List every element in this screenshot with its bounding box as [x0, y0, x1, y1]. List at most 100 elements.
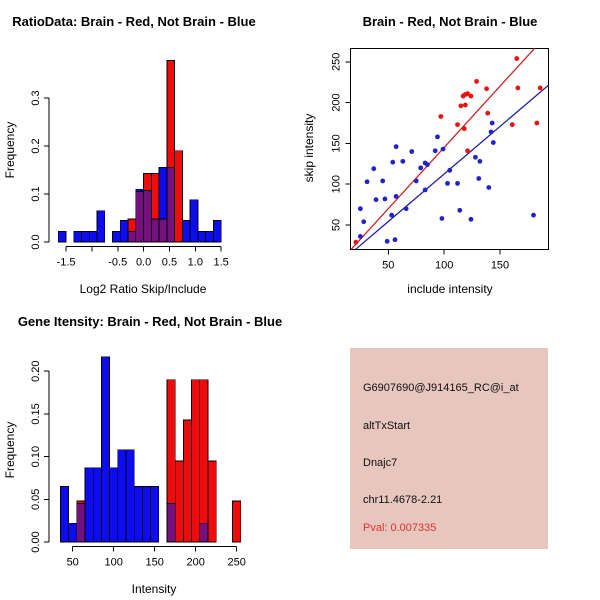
hist-bar-overlap	[143, 190, 152, 243]
y-axis-label: Frequency	[3, 122, 17, 179]
scatter-point-red	[485, 110, 491, 116]
hist-bar-red	[166, 60, 176, 169]
x-tick-label: 0.5	[162, 257, 177, 269]
ratio_histogram-chart: RatioData: Brain - Red, Not Brain - Blue…	[3, 14, 256, 296]
scatter-point-blue	[382, 196, 388, 202]
scatter-point-blue	[400, 158, 406, 164]
hist-bar-red	[150, 172, 160, 220]
y-axis-label: skip intensity	[302, 114, 316, 183]
scatter-point-red	[514, 56, 520, 61]
y-tick-label: 100	[331, 175, 343, 193]
hist-bar-blue	[81, 231, 90, 243]
hist-bar-blue	[117, 449, 127, 543]
y-tick-label: 0.10	[30, 446, 42, 467]
scatter-point-red	[474, 78, 479, 84]
y-tick-label: 0.2	[30, 138, 42, 153]
scatter-point-blue	[371, 166, 377, 172]
scatter-point-blue	[357, 234, 363, 239]
scatter-point-blue	[424, 162, 430, 168]
hist-bar-red	[166, 379, 176, 504]
scatter-point-red	[455, 122, 460, 128]
hist-bar-blue	[109, 467, 119, 543]
scatter-point-blue	[435, 134, 440, 140]
chart-title: Gene Itensity: Brain - Red, Not Brain - …	[18, 314, 282, 329]
hist-bar-blue	[150, 486, 160, 543]
scatter-point-blue	[373, 197, 379, 203]
scatter-point-red	[468, 93, 474, 99]
panel-intensity-scatter: Brain - Red, Not Brain - Blue include int…	[300, 0, 600, 300]
plot-box	[350, 47, 549, 250]
scatter-point-blue	[393, 194, 399, 199]
hist-bar-blue	[112, 231, 121, 243]
x-axis-label: Log2 Ratio Skip/Include	[80, 282, 207, 296]
scatter-point-red	[534, 120, 540, 126]
scatter-point-blue	[432, 148, 438, 154]
scatter-point-blue	[380, 178, 386, 184]
hist-bar-blue	[101, 356, 111, 543]
panel-ratio-histogram: RatioData: Brain - Red, Not Brain - Blue…	[0, 0, 300, 300]
hist-bar-red	[174, 150, 183, 243]
gene_intensity_histogram-chart: Gene Itensity: Brain - Red, Not Brain - …	[3, 314, 282, 596]
scatter-point-blue	[473, 154, 478, 160]
scatter-point-blue	[389, 212, 395, 218]
event-type-text: altTxStart	[363, 420, 411, 432]
hist-bar-overlap	[166, 167, 176, 243]
hist-bar-red	[182, 419, 192, 543]
hist-bar-blue	[141, 486, 151, 543]
hist-bar-blue	[119, 219, 129, 243]
scatter-point-blue	[490, 140, 496, 145]
y-tick-label: 0.20	[30, 360, 42, 381]
x-tick-label: 50	[67, 557, 79, 569]
hist-bar-blue	[92, 467, 102, 543]
y-tick-label: 150	[331, 134, 343, 152]
scatter-point-blue	[445, 180, 450, 186]
hist-bar-blue	[205, 231, 214, 243]
y-tick-label: 50	[331, 219, 343, 231]
hist-bar-overlap	[199, 522, 209, 543]
hist-bar-red	[76, 500, 86, 504]
x-axis-label: include intensity	[407, 282, 492, 296]
hist-bar-red	[174, 460, 184, 543]
scatter-point-blue	[468, 216, 474, 222]
chart-title: Brain - Red, Not Brain - Blue	[363, 14, 538, 29]
hist-bar-red	[232, 500, 242, 543]
hist-bar-blue	[135, 188, 145, 192]
hist-bar-overlap	[135, 191, 145, 243]
hist-bar-red	[127, 218, 137, 232]
hist-bar-red	[191, 379, 201, 543]
x-axis-label: Intensity	[132, 582, 177, 596]
histogram-bars	[60, 356, 242, 543]
hist-bar-overlap	[76, 503, 86, 543]
y-tick-label: 250	[331, 53, 343, 71]
scatter-point-blue	[489, 120, 495, 126]
scatter-point-blue	[457, 207, 463, 213]
x-tick-label: 1.5	[214, 257, 229, 269]
scatter-point-red	[465, 148, 471, 154]
y-tick-label: 0.00	[30, 531, 42, 552]
hist-bar-blue	[181, 219, 191, 243]
hist-bar-overlap	[127, 231, 137, 243]
y-axis-label: Frequency	[3, 422, 17, 479]
hist-bar-blue	[96, 210, 106, 243]
scatter-point-blue	[361, 219, 367, 225]
hist-bar-red	[207, 460, 217, 543]
hist-bar-blue	[57, 231, 67, 243]
scatter-point-blue	[413, 178, 419, 184]
gene-name-text: Dnajc7	[363, 457, 398, 469]
scatter-point-blue	[477, 158, 483, 164]
scatter-point-blue	[357, 206, 363, 212]
histogram-bars	[57, 60, 222, 243]
scatter-point-blue	[488, 129, 494, 135]
scatter-point-blue	[390, 159, 396, 165]
x-tick-label: -0.5	[108, 257, 127, 269]
pval-text: Pval: 0.007335	[363, 522, 437, 534]
scatter-point-red	[462, 102, 468, 108]
scatter-point-blue	[455, 180, 460, 186]
scatter-point-red	[537, 85, 543, 91]
scatter-point-blue	[418, 165, 424, 171]
x-tick-label: 100	[435, 259, 453, 271]
hist-bar-overlap	[166, 503, 176, 543]
scatter-point-blue	[409, 149, 415, 154]
scatter-point-red	[509, 122, 515, 128]
hist-bar-blue	[189, 199, 199, 243]
